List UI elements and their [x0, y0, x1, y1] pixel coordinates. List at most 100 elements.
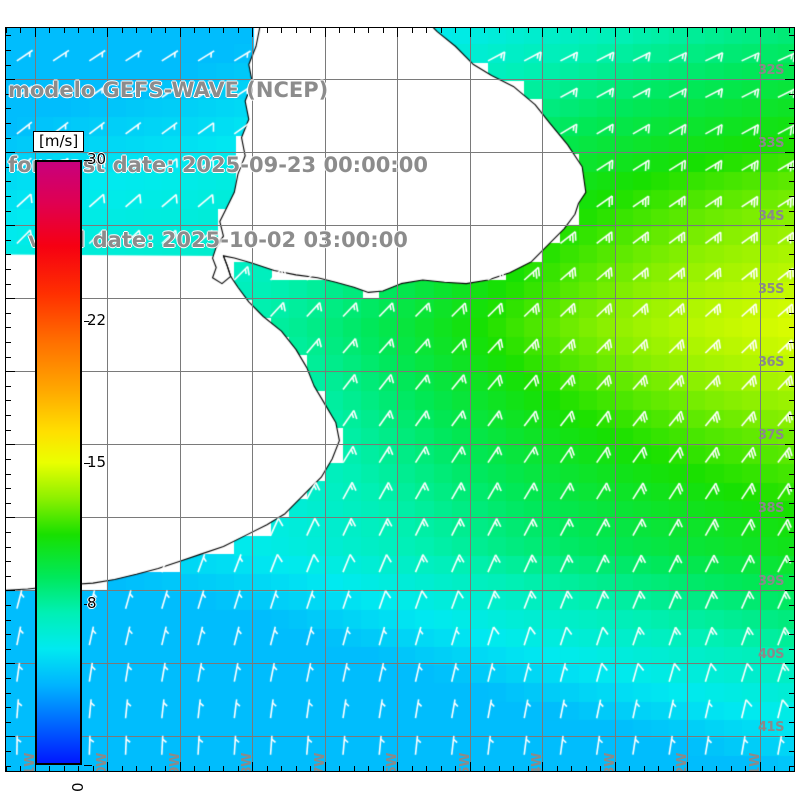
axis-tick-minor [368, 766, 369, 771]
axis-tick-minor [354, 766, 355, 771]
latitude-label: 39S [758, 574, 784, 590]
axis-tick-minor [644, 28, 645, 33]
axis-tick-major [35, 762, 36, 771]
axis-tick-minor [571, 28, 572, 33]
axis-tick-minor [644, 766, 645, 771]
axis-tick-minor [789, 415, 794, 416]
axis-tick-minor [64, 766, 65, 771]
latitude-label: 34S [758, 209, 784, 225]
axis-tick-minor [64, 28, 65, 33]
axis-tick-minor [789, 693, 794, 694]
axis-tick-major [35, 28, 36, 37]
axis-tick-minor [78, 28, 79, 33]
axis-tick-minor [455, 766, 456, 771]
axis-tick-minor [267, 766, 268, 771]
axis-tick-minor [789, 35, 794, 36]
axis-tick-minor [6, 634, 11, 635]
axis-tick-minor [789, 94, 794, 95]
axis-tick-minor [789, 532, 794, 533]
axis-tick-minor [6, 678, 11, 679]
axis-tick-minor [789, 722, 794, 723]
axis-tick-major [785, 225, 794, 226]
axis-tick-minor [789, 605, 794, 606]
axis-tick-minor [6, 123, 11, 124]
axis-tick-minor [49, 28, 50, 33]
latitude-label: 38S [758, 501, 784, 517]
axis-tick-minor [296, 28, 297, 33]
latitude-label: 41S [758, 720, 784, 736]
axis-tick-minor [6, 620, 11, 621]
title-model-line: modelo GEFS-WAVE (NCEP) [8, 78, 329, 102]
axis-tick-minor [151, 766, 152, 771]
axis-tick-minor [789, 28, 790, 33]
axis-tick-major [6, 298, 15, 299]
longitude-label: 52W [675, 753, 691, 771]
axis-tick-minor [586, 28, 587, 33]
axis-tick-minor [6, 342, 11, 343]
wind-barbs-layer [6, 28, 794, 771]
axis-tick-minor [6, 167, 11, 168]
axis-tick-minor [600, 28, 601, 33]
axis-tick-minor [6, 503, 11, 504]
axis-tick-major [180, 762, 181, 771]
axis-tick-minor [789, 108, 794, 109]
longitude-label: 56W [385, 753, 401, 771]
axis-tick-minor [673, 766, 674, 771]
axis-tick-minor [6, 649, 11, 650]
map-frame: 32S 33S 34S 35S 36S 37S 38S 39S 40S 41S 61W 60W 59W… [5, 27, 795, 772]
axis-tick-minor [484, 766, 485, 771]
axis-tick-minor [122, 766, 123, 771]
axis-tick-minor [267, 28, 268, 33]
axis-tick-minor [6, 138, 11, 139]
axis-tick-minor [789, 488, 794, 489]
axis-tick-minor [629, 28, 630, 33]
axis-tick-minor [6, 386, 11, 387]
axis-tick-major [785, 736, 794, 737]
axis-tick-major [325, 762, 326, 771]
axis-tick-minor [20, 28, 21, 33]
axis-tick-minor [194, 766, 195, 771]
axis-tick-minor [412, 28, 413, 33]
axis-tick-minor [789, 576, 794, 577]
axis-tick-major [785, 79, 794, 80]
axis-tick-minor [789, 254, 794, 255]
axis-tick-minor [426, 766, 427, 771]
axis-tick-minor [789, 65, 794, 66]
axis-tick-minor [789, 386, 794, 387]
axis-tick-minor [716, 766, 717, 771]
axis-tick-minor [789, 547, 794, 548]
axis-tick-minor [93, 766, 94, 771]
axis-tick-major [107, 28, 108, 37]
axis-tick-minor [165, 766, 166, 771]
axis-tick-minor [194, 28, 195, 33]
axis-tick-minor [658, 766, 659, 771]
axis-tick-minor [571, 766, 572, 771]
axis-tick-minor [789, 766, 790, 771]
axis-tick-minor [484, 28, 485, 33]
axis-tick-major [6, 517, 15, 518]
axis-tick-major [785, 152, 794, 153]
axis-tick-minor [6, 766, 7, 771]
axis-tick-minor [702, 28, 703, 33]
axis-tick-minor [93, 28, 94, 33]
axis-tick-minor [789, 269, 794, 270]
axis-tick-minor [789, 211, 794, 212]
longitude-label: 58W [240, 753, 256, 771]
axis-tick-minor [209, 766, 210, 771]
axis-tick-minor [6, 181, 11, 182]
axis-tick-major [760, 28, 761, 37]
axis-tick-major [615, 28, 616, 37]
axis-tick-minor [354, 28, 355, 33]
axis-tick-major [6, 444, 15, 445]
axis-tick-minor [310, 28, 311, 33]
axis-tick-minor [455, 28, 456, 33]
axis-tick-major [687, 28, 688, 37]
axis-tick-minor [6, 547, 11, 548]
axis-tick-minor [6, 269, 11, 270]
colorbar-gradient [35, 160, 82, 765]
axis-tick-minor [789, 240, 794, 241]
axis-tick-minor [789, 123, 794, 124]
latitude-label: 33S [758, 136, 784, 152]
axis-tick-minor [6, 766, 11, 767]
